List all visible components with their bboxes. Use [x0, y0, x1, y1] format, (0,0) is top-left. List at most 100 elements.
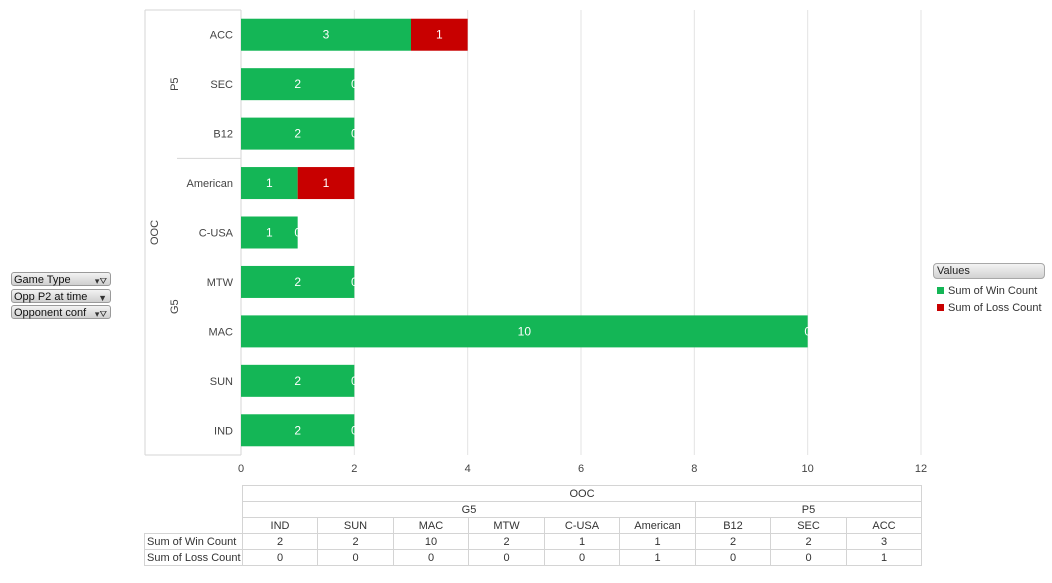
x-tick-label: 6 — [578, 463, 584, 475]
table-cell: 0 — [317, 549, 394, 566]
table-cell: 2 — [468, 533, 545, 550]
chevron-down-icon: ▼ — [98, 293, 107, 303]
bar-segment — [241, 68, 355, 101]
table-header-g5: G5 — [242, 501, 696, 518]
y-tick-label: C-USA — [199, 228, 234, 240]
table-row-label: Sum of Loss Count — [144, 549, 243, 566]
bar-segment — [241, 117, 355, 150]
data-label: 0 — [351, 275, 358, 289]
table-col-header: ACC — [846, 517, 922, 534]
data-label: 2 — [294, 77, 301, 91]
table-col-header: MAC — [393, 517, 469, 534]
legend-swatch-loss — [937, 303, 944, 311]
data-label: 2 — [294, 275, 301, 289]
data-label: 1 — [266, 226, 273, 240]
legend-swatch-win — [937, 286, 944, 294]
x-tick-label: 10 — [802, 463, 814, 475]
data-label: 2 — [294, 374, 301, 388]
bar-segment — [241, 167, 298, 200]
table-cell: 0 — [770, 549, 847, 566]
bar-segment — [241, 216, 298, 249]
y-tick-label: SUN — [210, 376, 233, 388]
table-cell: 0 — [544, 549, 620, 566]
pivot-table: OOC G5 P5 IND SUN MAC MTW C-USA American… — [144, 485, 922, 566]
table-col-header: C-USA — [544, 517, 620, 534]
data-label: 0 — [294, 226, 301, 240]
bar-segment — [241, 315, 808, 348]
table-cell: 1 — [846, 549, 922, 566]
table-cell: 1 — [544, 533, 620, 550]
table-cell: 2 — [317, 533, 394, 550]
table-col-header: IND — [242, 517, 318, 534]
funnel-icon: ▾⛛ — [94, 309, 107, 319]
legend-item-loss: Sum of Loss Count — [937, 302, 1042, 314]
x-tick-label: 0 — [238, 463, 244, 475]
filter-opponent-conf[interactable]: Opponent conf ▾⛛ — [11, 305, 111, 319]
table-col-header: SEC — [770, 517, 847, 534]
bar-segment — [241, 18, 411, 51]
table-col-header: MTW — [468, 517, 545, 534]
filter-game-type[interactable]: Game Type ▾⛛ — [11, 272, 111, 286]
bar-segment — [241, 414, 355, 447]
data-label: 2 — [294, 423, 301, 437]
bar-segment — [241, 265, 355, 298]
legend-label: Sum of Win Count — [948, 285, 1038, 297]
filter-label: Opp P2 at time — [14, 291, 88, 303]
y-tick-label: B12 — [213, 129, 233, 141]
data-label: 3 — [323, 28, 330, 42]
data-label: 0 — [351, 423, 358, 437]
data-label: 0 — [351, 127, 358, 141]
table-cell: 2 — [242, 533, 318, 550]
bar-segment — [411, 18, 468, 51]
y-tick-label: MTW — [207, 277, 234, 289]
group-label: P5 — [169, 77, 181, 90]
legend-item-win: Sum of Win Count — [937, 285, 1037, 297]
data-label: 1 — [436, 28, 443, 42]
table-cell: 0 — [695, 549, 771, 566]
table-row: Sum of Win Count 2 2 10 2 1 1 2 2 3 — [144, 533, 922, 550]
data-label: 1 — [323, 176, 330, 190]
table-col-header: B12 — [695, 517, 771, 534]
x-tick-label: 2 — [351, 463, 357, 475]
table-header-ooc: OOC — [242, 485, 922, 502]
table-cell: 1 — [619, 549, 696, 566]
filter-opp-p2[interactable]: Opp P2 at time ▼ — [11, 289, 111, 303]
outer-group-label: OOC — [149, 220, 161, 245]
bar-segment — [241, 364, 355, 397]
table-cell: 0 — [242, 549, 318, 566]
table-col-header: American — [619, 517, 696, 534]
bar-segment — [297, 167, 355, 200]
legend-title[interactable]: Values — [933, 263, 1045, 279]
table-cell: 10 — [393, 533, 469, 550]
data-label: 0 — [804, 324, 811, 338]
table-cell: 3 — [846, 533, 922, 550]
legend-label: Sum of Loss Count — [948, 302, 1042, 314]
data-label: 0 — [351, 77, 358, 91]
funnel-icon: ▾⛛ — [94, 276, 107, 286]
table-header-p5: P5 — [695, 501, 922, 518]
data-label: 10 — [518, 324, 532, 338]
x-tick-label: 12 — [915, 463, 927, 475]
y-tick-label: SEC — [210, 79, 233, 91]
filter-label: Opponent conf — [14, 307, 87, 319]
table-cell: 1 — [619, 533, 696, 550]
table-cell: 0 — [468, 549, 545, 566]
group-label: G5 — [169, 299, 181, 314]
data-label: 1 — [266, 176, 273, 190]
data-label: 0 — [351, 374, 358, 388]
table-cell: 2 — [695, 533, 771, 550]
y-tick-label: ACC — [210, 30, 233, 42]
table-cell: 2 — [770, 533, 847, 550]
filter-label: Game Type — [14, 274, 71, 286]
y-tick-label: American — [187, 178, 233, 190]
table-row-label: Sum of Win Count — [144, 533, 243, 550]
y-tick-label: MAC — [209, 326, 234, 338]
x-tick-label: 4 — [465, 463, 471, 475]
y-tick-label: IND — [214, 425, 233, 437]
x-tick-label: 8 — [691, 463, 697, 475]
table-col-header: SUN — [317, 517, 394, 534]
data-label: 2 — [294, 127, 301, 141]
table-cell: 0 — [393, 549, 469, 566]
table-row: Sum of Loss Count 0 0 0 0 0 1 0 0 1 — [144, 549, 922, 566]
